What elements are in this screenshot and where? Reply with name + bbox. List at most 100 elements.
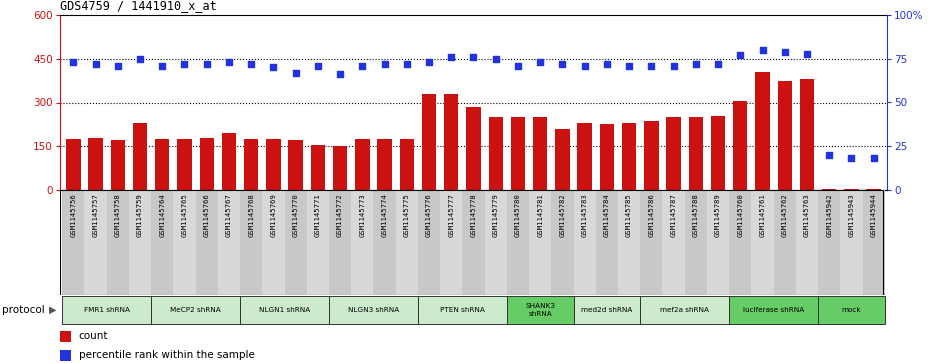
Bar [110,140,125,190]
Text: SHANK3
shRNA: SHANK3 shRNA [526,303,555,317]
Bar [511,117,526,190]
Text: GSM1145756: GSM1145756 [71,193,76,237]
Bar [396,190,418,295]
Bar [173,190,196,295]
Text: luciferase shRNA: luciferase shRNA [743,307,804,313]
Text: GSM1145766: GSM1145766 [203,193,210,237]
Bar [685,190,706,295]
Bar [329,190,351,295]
Point [666,63,681,69]
Bar [577,123,592,190]
Text: GSM1145758: GSM1145758 [115,193,121,237]
FancyBboxPatch shape [151,296,240,324]
Bar [351,190,373,295]
Point [777,49,792,55]
Bar [106,190,129,295]
Text: GSM1145757: GSM1145757 [92,193,99,237]
Bar [574,190,595,295]
Point [866,156,881,162]
Text: GSM1145772: GSM1145772 [337,193,343,237]
Text: mef2a shRNA: mef2a shRNA [660,307,709,313]
Bar [507,190,529,295]
Point [689,61,704,67]
Text: GSM1145768: GSM1145768 [248,193,254,237]
Point [800,50,815,56]
Text: GSM1145760: GSM1145760 [738,193,743,237]
Bar [267,139,281,190]
Bar [89,138,103,190]
Point [133,56,148,62]
Text: MeCP2 shRNA: MeCP2 shRNA [171,307,221,313]
Text: GSM1145780: GSM1145780 [515,193,521,237]
Bar [333,146,348,190]
Point [421,59,436,65]
Text: protocol: protocol [2,305,44,315]
Bar [244,139,258,190]
Point [154,63,170,69]
Text: GDS4759 / 1441910_x_at: GDS4759 / 1441910_x_at [60,0,217,12]
Text: GSM1145769: GSM1145769 [270,193,276,237]
Bar [555,129,570,190]
Bar [218,190,240,295]
Bar [422,94,436,190]
Text: GSM1145765: GSM1145765 [182,193,187,237]
Point [88,61,103,67]
Text: NLGN3 shRNA: NLGN3 shRNA [348,307,399,313]
Bar [240,190,262,295]
Bar [867,188,881,190]
Point [821,152,836,158]
Text: GSM1145786: GSM1145786 [648,193,655,237]
Point [755,47,770,53]
Bar [595,190,618,295]
Text: GSM1145764: GSM1145764 [159,193,165,237]
Bar [773,190,796,295]
Bar [221,133,236,190]
Text: GSM1145781: GSM1145781 [537,193,544,237]
Bar [418,190,440,295]
Text: FMR1 shRNA: FMR1 shRNA [84,307,130,313]
Text: GSM1145770: GSM1145770 [293,193,299,237]
Point [355,63,370,69]
Text: GSM1145767: GSM1145767 [226,193,232,237]
Text: mock: mock [841,307,861,313]
Bar [440,190,463,295]
Bar [863,190,885,295]
Point [733,52,748,58]
Text: GSM1145943: GSM1145943 [849,193,854,237]
Text: GSM1145775: GSM1145775 [404,193,410,237]
Bar [66,139,81,190]
Text: GSM1145773: GSM1145773 [359,193,365,237]
Point [177,61,192,67]
Text: GSM1145788: GSM1145788 [692,193,699,237]
Bar [399,139,414,190]
Text: GSM1145944: GSM1145944 [870,193,877,237]
Bar [755,72,770,190]
Point [110,63,125,69]
FancyBboxPatch shape [418,296,507,324]
Bar [378,139,392,190]
Bar [600,125,614,190]
Bar [62,190,85,295]
Bar [307,190,329,295]
Bar [711,116,725,190]
Point [532,59,547,65]
Bar [284,190,307,295]
Bar [355,139,369,190]
Bar [129,190,151,295]
Text: percentile rank within the sample: percentile rank within the sample [79,350,254,360]
Point [844,156,859,162]
FancyBboxPatch shape [574,296,641,324]
Bar [85,190,106,295]
Point [643,63,658,69]
Bar [288,140,303,190]
Bar [706,190,729,295]
Point [555,61,570,67]
Text: GSM1145784: GSM1145784 [604,193,609,237]
Point [511,63,526,69]
FancyBboxPatch shape [729,296,818,324]
Bar [729,190,752,295]
Point [66,59,81,65]
Text: GSM1145771: GSM1145771 [315,193,321,237]
Text: GSM1145762: GSM1145762 [782,193,788,237]
Bar [551,190,574,295]
